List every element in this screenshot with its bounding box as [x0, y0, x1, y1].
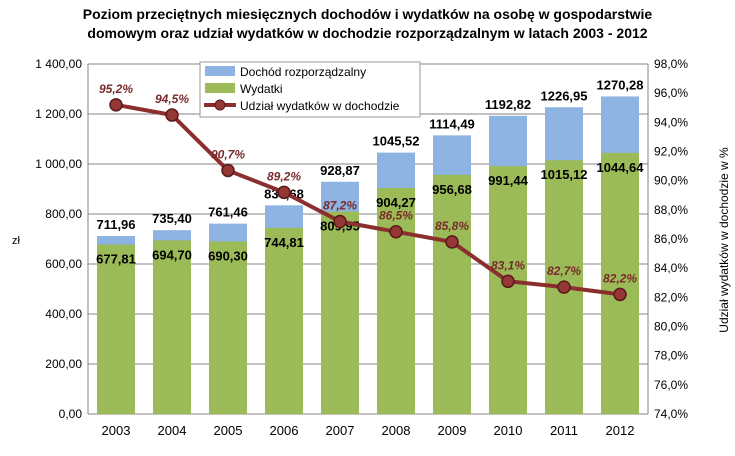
y-tick-label: 0,00: [59, 407, 83, 421]
ratio-point: [165, 108, 179, 122]
x-tick-label: 2006: [270, 423, 299, 438]
ratio-data-label: 82,2%: [603, 271, 637, 285]
chart-title-line2: domowym oraz udział wydatków w dochodzie…: [87, 25, 648, 41]
x-tick-label: 2003: [102, 423, 131, 438]
y2-tick-label: 96,0%: [654, 86, 688, 100]
chart-title-line1: Poziom przeciętnych miesięcznych dochodó…: [82, 6, 653, 22]
expenses-data-label: 956,68: [432, 182, 472, 197]
y2-tick-label: 84,0%: [654, 261, 688, 275]
expenses-data-label: 1044,64: [597, 160, 645, 175]
ratio-data-label: 94,5%: [155, 92, 189, 106]
y-tick-label: 1 000,00: [35, 157, 82, 171]
legend-label-expenses: Wydatki: [240, 82, 283, 96]
bar-expenses: [601, 152, 639, 414]
x-tick-label: 2012: [606, 423, 635, 438]
income-data-label: 1045,52: [373, 134, 420, 149]
bar-expenses: [489, 166, 527, 414]
y2-tick-label: 90,0%: [654, 174, 688, 188]
x-tick-label: 2007: [326, 423, 355, 438]
ratio-point: [333, 214, 347, 229]
x-tick-label: 2004: [158, 423, 187, 438]
y2-tick-label: 74,0%: [654, 407, 688, 421]
expenses-data-label: 690,30: [208, 248, 248, 263]
y2-tick-label: 78,0%: [654, 349, 688, 363]
y-tick-label: 400,00: [45, 307, 82, 321]
ratio-point: [501, 274, 515, 289]
expenses-data-label: 1015,12: [541, 167, 588, 182]
income-data-label: 1114,49: [429, 116, 475, 131]
y-axis-label: zł: [12, 235, 21, 247]
x-tick-label: 2010: [494, 423, 523, 438]
x-tick-label: 2008: [382, 423, 411, 438]
income-data-label: 1270,28: [597, 77, 644, 92]
ratio-point: [613, 287, 627, 302]
expenses-data-label: 744,81: [264, 235, 304, 250]
ratio-data-label: 89,2%: [267, 169, 301, 183]
bar-expenses: [265, 227, 303, 414]
income-data-label: 1226,95: [541, 88, 588, 103]
income-data-label: 761,46: [208, 205, 248, 220]
expenses-data-label: 991,44: [488, 173, 529, 188]
x-tick-label: 2009: [438, 423, 467, 438]
legend-label-income: Dochód rozporządzalny: [240, 65, 366, 79]
y2-tick-label: 80,0%: [654, 320, 688, 334]
y2-tick-label: 76,0%: [654, 378, 688, 392]
y-tick-label: 800,00: [45, 207, 82, 221]
ratio-data-label: 86,5%: [379, 209, 413, 223]
ratio-data-label: 87,2%: [323, 199, 357, 213]
ratio-point: [557, 280, 571, 294]
bar-expenses: [209, 241, 247, 414]
ratio-point: [277, 185, 291, 200]
y-tick-label: 600,00: [45, 257, 82, 271]
y-tick-label: 1 400,00: [35, 57, 82, 71]
x-tick-label: 2005: [214, 423, 243, 438]
legend-swatch-income: [205, 66, 235, 76]
y-tick-label: 200,00: [45, 357, 82, 371]
y2-tick-label: 92,0%: [654, 145, 688, 159]
y2-tick-label: 86,0%: [654, 232, 688, 246]
ratio-data-label: 95,2%: [99, 82, 133, 96]
ratio-point: [445, 235, 459, 249]
ratio-data-label: 82,7%: [547, 264, 581, 278]
ratio-data-label: 90,7%: [211, 147, 245, 161]
expenses-data-label: 694,70: [152, 247, 192, 262]
ratio-data-label: 85,8%: [435, 219, 469, 233]
income-data-label: 711,96: [96, 217, 135, 232]
bar-expenses: [321, 211, 359, 414]
bar-expenses: [97, 244, 135, 414]
ratio-point: [389, 224, 403, 239]
y2-axis-label: Udział wydatków w dochodzie w %: [717, 147, 731, 333]
y2-tick-label: 94,0%: [654, 115, 688, 129]
legend-marker-ratio: [214, 99, 226, 111]
legend-label-ratio: Udział wydatków w dochodzie: [240, 99, 400, 113]
ratio-line: [115, 102, 621, 297]
income-data-label: 928,87: [320, 163, 360, 178]
ratio-data-label: 83,1%: [491, 258, 525, 272]
bar-expenses: [153, 240, 191, 414]
expenses-data-label: 904,27: [376, 195, 416, 210]
income-data-label: 735,40: [152, 211, 192, 226]
ratio-point: [109, 98, 123, 112]
ratio-point: [221, 163, 235, 178]
y2-tick-label: 98,0%: [654, 57, 688, 71]
x-tick-label: 2011: [550, 423, 578, 438]
y-tick-label: 1 200,00: [35, 107, 82, 121]
expenses-data-label: 677,81: [96, 252, 136, 267]
bar-expenses: [433, 174, 471, 414]
y2-tick-label: 82,0%: [654, 290, 688, 304]
legend: [199, 61, 421, 118]
y2-tick-label: 88,0%: [654, 203, 688, 217]
income-data-label: 1192,82: [485, 97, 531, 112]
legend-swatch-expenses: [205, 83, 235, 93]
